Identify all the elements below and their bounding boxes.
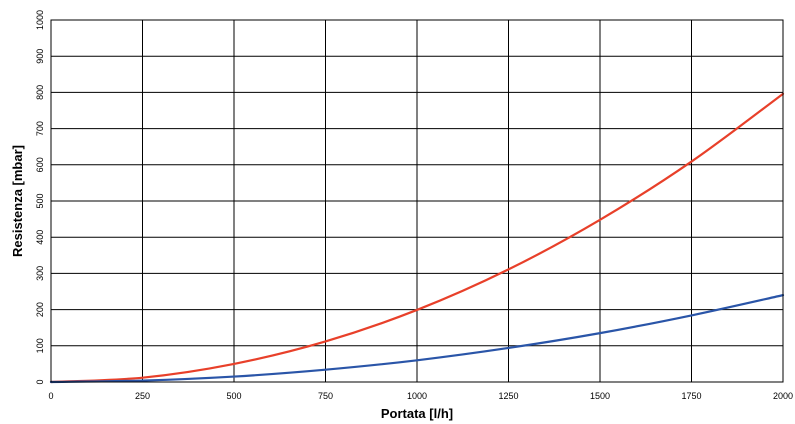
x-tick-label: 2000 xyxy=(773,391,793,401)
x-tick-label: 1250 xyxy=(498,391,518,401)
y-tick-label: 200 xyxy=(35,302,45,317)
y-axis-title: Resistenza [mbar] xyxy=(10,145,25,257)
x-tick-label: 500 xyxy=(226,391,241,401)
y-tick-label: 600 xyxy=(35,157,45,172)
series-line-2 xyxy=(49,294,785,384)
y-tick-label: 0 xyxy=(35,379,45,384)
x-tick-labels: 0 250 500 750 1000 1250 1500 1750 2000 xyxy=(48,391,793,401)
series-layer xyxy=(49,92,785,384)
x-tick-label: 1000 xyxy=(407,391,427,401)
x-tick-label: 750 xyxy=(318,391,333,401)
x-tick-label: 1500 xyxy=(590,391,610,401)
y-tick-label: 400 xyxy=(35,230,45,245)
x-tick-label: 250 xyxy=(135,391,150,401)
y-tick-label: 100 xyxy=(35,338,45,353)
y-tick-label: 500 xyxy=(35,193,45,208)
y-tick-label: 300 xyxy=(35,266,45,281)
y-tick-label: 1000 xyxy=(35,10,45,30)
x-axis-title: Portata [l/h] xyxy=(381,406,453,421)
grid xyxy=(51,20,783,382)
x-tick-label: 0 xyxy=(48,391,53,401)
y-tick-label: 800 xyxy=(35,85,45,100)
y-tick-label: 700 xyxy=(35,121,45,136)
y-tick-labels: 0 100 200 300 400 500 600 700 800 900 1000 xyxy=(35,10,45,385)
plot-frame xyxy=(50,19,784,383)
series-line-1 xyxy=(49,92,785,384)
x-tick-label: 1750 xyxy=(681,391,701,401)
y-tick-label: 900 xyxy=(35,49,45,64)
